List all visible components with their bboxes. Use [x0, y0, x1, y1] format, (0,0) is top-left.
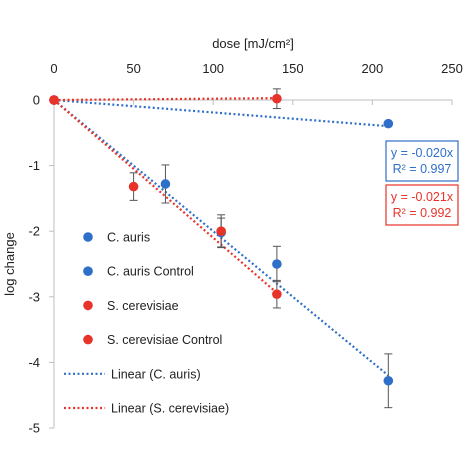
equation-box: [385, 184, 459, 226]
equation-text: R² = 0.992: [393, 206, 452, 220]
trendline: [53, 98, 389, 128]
equation-annotations: y = -0.020x R² = 0.997 y = -0.021x R² = 0.9…: [385, 140, 459, 226]
equation-text: R² = 0.997: [393, 162, 452, 176]
x-tick-label: 50: [126, 61, 140, 76]
trendline: [53, 97, 277, 102]
data-point: [216, 226, 226, 236]
x-tick-label: 200: [362, 61, 384, 76]
legend-label: C. auris Control: [107, 265, 194, 279]
axes: 0 50 100 150 200 250 0 -1 -2 -3 -4 -5 dose [mJ/cm²] l…: [2, 36, 463, 436]
data-point: [272, 259, 282, 269]
y-tick-label: -1: [28, 158, 40, 173]
x-tick-label: 100: [202, 61, 224, 76]
legend-marker: [83, 334, 93, 345]
legend-marker: [83, 266, 93, 277]
y-tick-label: -5: [28, 421, 40, 436]
data-point: [128, 181, 139, 192]
y-tick-label: 0: [33, 93, 40, 108]
y-axis-title: log change: [2, 232, 17, 296]
data-point: [49, 95, 59, 105]
data-point: [272, 289, 282, 299]
legend-marker: [83, 232, 93, 242]
legend-label: Linear (C. auris): [111, 367, 201, 381]
legend-label: Linear (S. cerevisiae): [111, 402, 229, 416]
legend-label: S. cerevisiae Control: [107, 333, 222, 347]
error-bars: [129, 88, 393, 409]
y-tick-label: -2: [28, 224, 40, 239]
x-tick-label: 150: [282, 61, 304, 76]
data-point: [383, 118, 394, 129]
x-tick-label: 0: [50, 61, 57, 76]
legend: C. auris C. auris Control S. cerevisiae S. …: [64, 231, 229, 416]
equation-box: [385, 140, 459, 182]
y-tick-label: -3: [28, 289, 40, 304]
legend-label: C. auris: [107, 231, 150, 245]
legend-marker: [83, 300, 93, 311]
equation-text: y = -0.021x: [391, 190, 454, 204]
x-axis-title: dose [mJ/cm²]: [212, 36, 294, 51]
legend-label: S. cerevisiae: [107, 299, 179, 313]
x-tick-label: 250: [441, 61, 463, 76]
data-point: [383, 375, 394, 386]
equation-text: y = -0.020x: [391, 146, 454, 160]
y-tick-label: -4: [28, 355, 40, 370]
data-point: [272, 93, 282, 104]
data-point: [160, 179, 171, 189]
data-points: [49, 93, 394, 386]
